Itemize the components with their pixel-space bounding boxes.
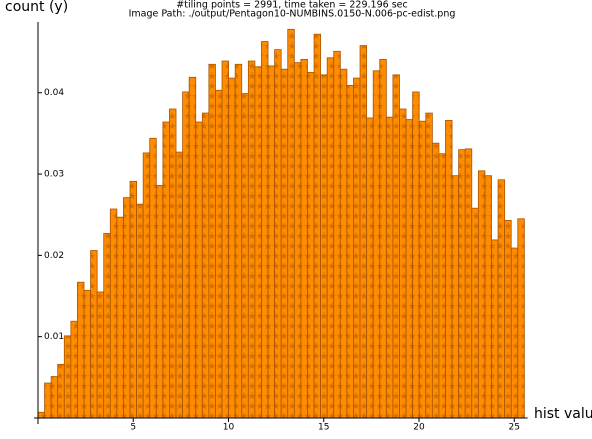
bar-hatch xyxy=(511,248,518,418)
bar-hatch xyxy=(478,170,485,418)
bar-hatch xyxy=(491,239,499,418)
bar-hatch xyxy=(392,74,400,418)
bar-hatch xyxy=(116,217,124,418)
bar-hatch xyxy=(169,109,177,418)
bar-hatch xyxy=(51,376,58,418)
bar-hatch xyxy=(320,74,328,418)
bar-hatch xyxy=(182,91,190,419)
x-tick-label: 5 xyxy=(130,423,136,433)
bar-hatch xyxy=(261,41,269,418)
bar-hatch xyxy=(373,70,380,418)
bar-hatch xyxy=(452,175,459,418)
chart-subtitle: Image Path: ./output/Pentagon10-NUMBINS.… xyxy=(129,9,456,20)
bar-hatch xyxy=(366,117,374,419)
bar-hatch xyxy=(314,34,321,419)
bar-hatch xyxy=(340,69,347,418)
bar-hatch xyxy=(327,57,334,419)
bar-hatch xyxy=(333,51,341,418)
x-tick-label: 10 xyxy=(223,423,235,433)
bar-hatch xyxy=(346,85,354,418)
bar-hatch xyxy=(412,91,420,419)
bar-hatch xyxy=(445,120,453,419)
bar-hatch xyxy=(386,117,393,418)
bar-hatch xyxy=(504,220,512,418)
bar-hatch xyxy=(406,119,413,419)
bar-hatch xyxy=(498,179,505,418)
x-tick-label: 20 xyxy=(413,423,425,433)
bar-hatch xyxy=(294,62,301,419)
bar-hatch xyxy=(110,209,117,418)
bar-hatch xyxy=(254,66,262,419)
bar-hatch xyxy=(222,61,229,419)
bar-hatch xyxy=(143,152,150,418)
bar-hatch xyxy=(228,78,236,418)
x-tick-label: 15 xyxy=(318,423,329,433)
bar-hatch xyxy=(268,65,275,418)
bar-hatch xyxy=(465,148,472,418)
bar-hatch xyxy=(123,197,131,418)
bar-hatch xyxy=(97,291,104,418)
bar-hatch xyxy=(38,412,45,418)
y-tick-label: 0.01 xyxy=(44,332,64,342)
bar-hatch xyxy=(281,69,288,418)
bar-hatch xyxy=(379,59,387,419)
bar-hatch xyxy=(248,61,255,419)
bar-hatch xyxy=(438,153,446,419)
bar-hatch xyxy=(70,321,78,418)
bar-hatch xyxy=(130,181,137,418)
y-tick-label: 0.02 xyxy=(44,251,64,261)
bar-hatch xyxy=(360,45,367,418)
bar-hatch xyxy=(156,185,163,418)
bar-hatch xyxy=(103,233,111,418)
bar-hatch xyxy=(458,149,466,418)
bar-hatch xyxy=(274,49,282,418)
bar-hatch xyxy=(64,335,71,418)
bar-hatch xyxy=(419,121,426,419)
bar-hatch xyxy=(208,64,216,418)
bar-hatch xyxy=(136,204,144,418)
bar-hatch xyxy=(471,208,479,418)
bar-hatch xyxy=(195,122,203,419)
y-axis-label: count (y) xyxy=(5,0,68,15)
y-tick-label: 0.03 xyxy=(44,170,64,180)
bar-hatch xyxy=(149,138,157,418)
bar-hatch xyxy=(189,77,196,418)
bar-hatch xyxy=(57,364,65,418)
bar-hatch xyxy=(90,250,98,418)
x-axis-label: hist value xyxy=(534,406,592,422)
bar-hatch xyxy=(202,113,209,418)
bar-hatch xyxy=(517,218,525,418)
bar-hatch xyxy=(307,72,315,418)
bar-hatch xyxy=(162,122,170,419)
bar-hatch xyxy=(300,59,308,419)
bar-hatch xyxy=(241,93,249,419)
bar-hatch xyxy=(77,282,85,418)
bar-hatch xyxy=(399,109,407,418)
y-tick-label: 0.04 xyxy=(44,88,64,98)
bar-hatch xyxy=(235,64,242,418)
bar-hatch xyxy=(215,90,223,419)
bar-hatch xyxy=(353,78,361,418)
bar-hatch xyxy=(432,143,439,418)
bar-hatch xyxy=(176,152,183,419)
bar-hatch xyxy=(287,29,295,419)
bar-hatch xyxy=(484,175,492,418)
x-tick-label: 25 xyxy=(509,423,520,433)
bar-hatch xyxy=(84,290,91,418)
bar-hatch xyxy=(44,383,52,418)
chart-title: #tiling points = 2991, time taken = 229.… xyxy=(176,0,407,11)
bar-hatch xyxy=(425,113,433,418)
